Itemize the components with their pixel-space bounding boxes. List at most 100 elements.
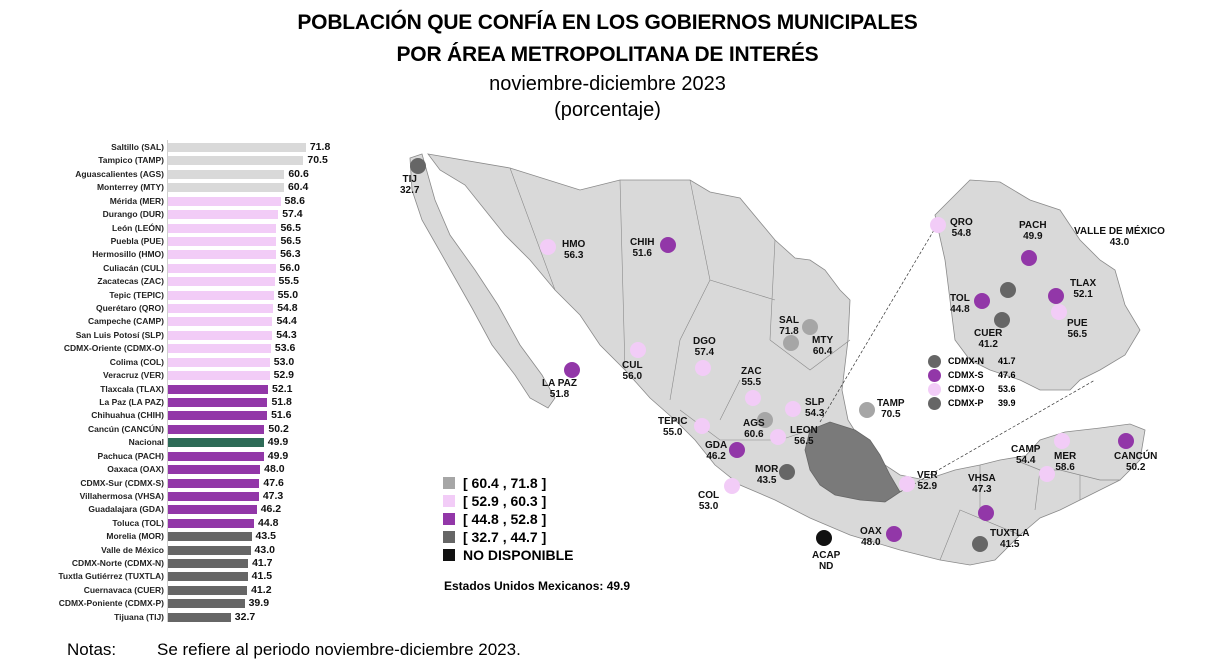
map-point-code: ZAC (741, 366, 762, 377)
chart-title-line-2: POR ÁREA METROPOLITANA DE INTERÉS (396, 43, 819, 66)
bar (168, 290, 274, 300)
map-point-code: MER (1054, 451, 1077, 462)
legend-swatch (443, 495, 455, 507)
map-point-slp (785, 401, 801, 417)
map-point-code: HMO (562, 239, 586, 250)
bar-row: Veracruz (VER) 52.9 (40, 369, 370, 382)
legend-swatch (443, 531, 455, 543)
bar (168, 612, 231, 622)
map-point-value: 32.7 (400, 185, 420, 196)
bar-category-label: CDMX-Oriente (CDMX-O) (63, 343, 164, 354)
bar (168, 599, 245, 609)
bar-category-label: Cuernavaca (CUER) (83, 584, 164, 595)
bar-category-label: Tlaxcala (TLAX) (100, 383, 164, 394)
map-point-code: TLAX (1070, 278, 1097, 289)
map-point-sal (783, 335, 799, 351)
map-point-value: 52.9 (917, 481, 938, 492)
bar-value-label: 52.9 (273, 369, 294, 382)
bar-category-label: Aguascalientes (AGS) (75, 168, 164, 179)
national-value-label: Estados Unidos Mexicanos: 49.9 (444, 579, 631, 593)
map-point-code: QRO (950, 217, 973, 228)
map-point-value: 49.9 (1023, 231, 1043, 242)
map-point-value: 56.5 (794, 436, 814, 447)
map-point-label: TUXTLA 41.5 (990, 528, 1029, 550)
bar (168, 411, 268, 421)
map-point-code: COL (698, 490, 720, 501)
bar (168, 210, 279, 220)
map-point-tij (410, 158, 426, 174)
legend-label: [ 60.4 , 71.8 ] (463, 475, 547, 491)
bar-category-label: Tijuana (TIJ) (114, 611, 164, 622)
bar-category-label: CDMX-Poniente (CDMX-P) (58, 598, 164, 609)
map-point-code: VALLE DE MÉXICO (1074, 226, 1165, 237)
map-point-code: LA PAZ (542, 378, 577, 389)
cdmx-dot (928, 355, 941, 368)
legend-label: NO DISPONIBLE (463, 547, 574, 563)
bar-value-label: 55.5 (278, 275, 299, 288)
inset-connector-top (819, 219, 941, 423)
bar (168, 518, 255, 528)
bar (168, 357, 270, 367)
bar-value-label: 56.0 (279, 261, 300, 274)
cdmx-code: CDMX-P (948, 398, 984, 408)
bar-row: Monterrey (MTY) 60.4 (40, 181, 370, 194)
map-point-label: GDA 46.2 (705, 440, 727, 462)
map-point-label: CUER 41.2 (974, 328, 1002, 350)
cdmx-code: CDMX-O (948, 384, 985, 394)
map-point-code: PACH (1019, 220, 1047, 231)
map-point-label: VER 52.9 (917, 470, 938, 492)
map-point-value: 70.5 (881, 409, 901, 420)
map-point-value: ND (818, 561, 834, 572)
map-point-qro (930, 217, 946, 233)
map-point-value: 53.0 (698, 501, 719, 512)
map-point-label: ACAP ND (812, 550, 840, 572)
map-point-label: MER 58.6 (1054, 451, 1076, 473)
map-point-ver (899, 476, 915, 492)
map-point-code: TIJ (402, 174, 417, 185)
bar-row: Culiacán (CUL) 56.0 (40, 262, 370, 275)
map-point-code: VHSA (968, 473, 996, 484)
bar-row: Tepic (TEPIC) 55.0 (40, 289, 370, 302)
map-point-label: TAMP 70.5 (877, 398, 905, 420)
bar-value-label: 52.1 (272, 382, 293, 395)
bar (168, 371, 270, 381)
bar-value-label: 39.9 (248, 597, 270, 610)
bar (168, 532, 252, 542)
map-point-la-paz (564, 362, 580, 378)
bar-row: Chihuahua (CHIH) 51.6 (40, 409, 370, 422)
map-point-code: OAX (860, 526, 882, 537)
map-point-code: CHIH (630, 237, 655, 248)
map-point-code: LEON (790, 425, 818, 436)
map-point-leon (770, 429, 786, 445)
map-point-label: QRO 54.8 (950, 217, 973, 239)
bar-category-label: León (LEÓN) (112, 222, 164, 233)
bar-row: León (LEÓN) 56.5 (40, 222, 370, 235)
map-point-value: 48.0 (861, 537, 881, 548)
bar-category-label: Toluca (TOL) (112, 517, 164, 528)
bar (168, 250, 277, 260)
bar-value-label: 41.7 (252, 557, 273, 570)
bar-value-label: 43.0 (254, 543, 275, 556)
bar-row: Tlaxcala (TLAX) 52.1 (40, 383, 370, 396)
map-point-label: TIJ 32.7 (400, 174, 419, 196)
bar-value-label: 41.2 (251, 583, 272, 596)
bar-value-label: 57.4 (282, 208, 303, 221)
bar-value-label: 47.6 (263, 476, 284, 489)
bar (168, 304, 274, 314)
bar (168, 143, 306, 152)
bar-value-label: 47.3 (262, 489, 284, 502)
map-point-label: PUE 56.5 (1067, 318, 1088, 340)
map-point-value: 71.8 (779, 326, 799, 337)
map-point-value: 55.5 (741, 377, 762, 388)
map-point-code: TAMP (877, 398, 905, 409)
map-point-label: TLAX 52.1 (1070, 278, 1096, 300)
bar-row: La Paz (LA PAZ) 51.8 (40, 396, 370, 409)
bar-row: Tuxtla Gutiérrez (TUXTLA) 41.5 (40, 570, 370, 583)
map-point-code: CANCÚN (1114, 451, 1158, 462)
map-point-label: MTY 60.4 (812, 335, 833, 357)
bar-row: CDMX-Sur (CDMX-S) 47.6 (40, 477, 370, 490)
bar-category-label: Hermosillo (HMO) (92, 249, 164, 260)
cdmx-dot (928, 369, 941, 382)
map-point-mor (779, 464, 795, 480)
cdmx-value: 47.6 (998, 370, 1016, 380)
